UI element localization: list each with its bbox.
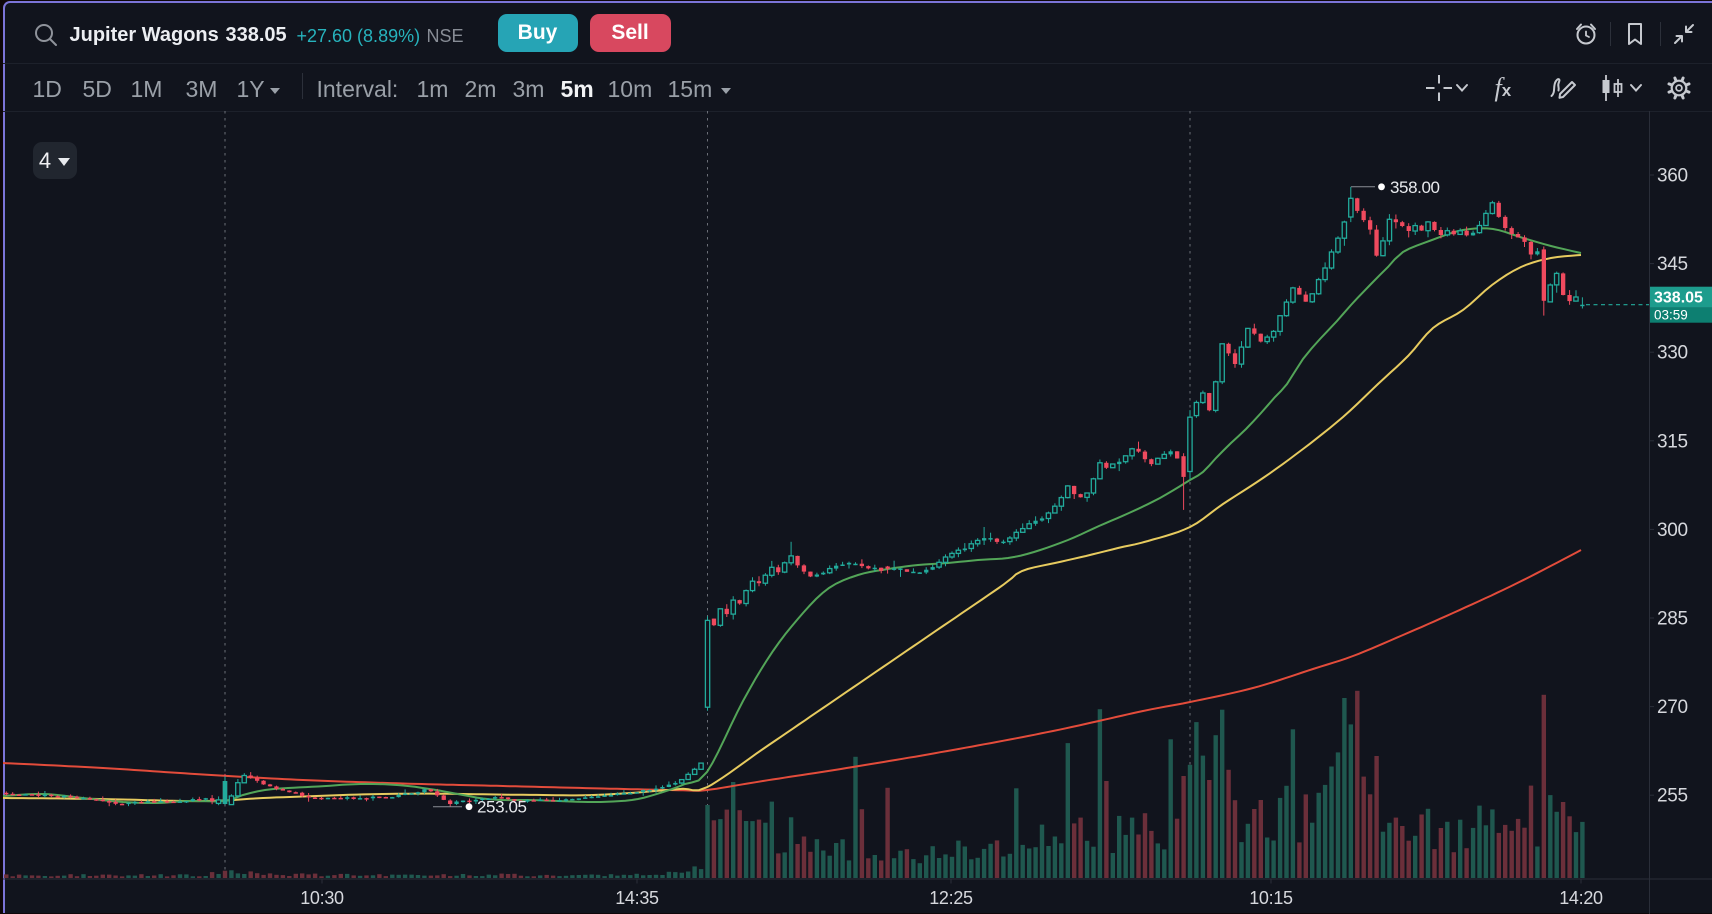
svg-text:03:59: 03:59 [1654, 307, 1688, 322]
svg-text:345: 345 [1657, 254, 1688, 275]
svg-text:14:20: 14:20 [1559, 888, 1603, 908]
svg-text:14:35: 14:35 [615, 888, 659, 908]
svg-text:330: 330 [1657, 342, 1688, 363]
svg-text:255: 255 [1657, 785, 1688, 806]
svg-text:338.05: 338.05 [1654, 289, 1703, 306]
svg-text:360: 360 [1657, 165, 1688, 186]
svg-text:253.05: 253.05 [477, 797, 527, 816]
svg-text:12:25: 12:25 [929, 888, 973, 908]
svg-text:285: 285 [1657, 608, 1688, 629]
svg-text:358.00: 358.00 [1390, 177, 1440, 196]
svg-text:10:30: 10:30 [300, 888, 344, 908]
svg-text:315: 315 [1657, 431, 1688, 452]
svg-text:270: 270 [1657, 697, 1688, 718]
svg-text:10:15: 10:15 [1249, 888, 1293, 908]
svg-text:300: 300 [1657, 519, 1688, 540]
